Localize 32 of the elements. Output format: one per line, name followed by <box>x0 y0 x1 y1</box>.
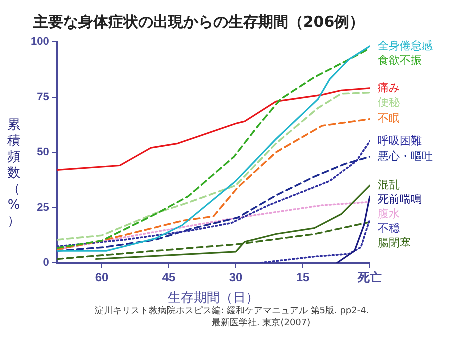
x-tick-label: 死亡 <box>357 270 382 285</box>
series-label: 悪心・嘔吐 <box>377 150 433 163</box>
x-tick-label: 60 <box>95 270 110 285</box>
line-series <box>57 156 370 252</box>
series-label: 不穏 <box>378 222 400 236</box>
text: 最新医学社. 東京(2007) <box>212 317 311 328</box>
line-series <box>57 140 370 248</box>
line-series <box>57 92 370 241</box>
series-label: 呼吸困難 <box>378 134 422 148</box>
y-tick-label: 50 <box>37 146 50 159</box>
line-series <box>57 118 370 251</box>
x-axis-title: 生存期間（日） <box>168 290 260 305</box>
y-axis-title: 累積頻数（%） <box>6 118 22 230</box>
text: 淀川キリスト教病院ホスピス編: 緩和ケアマニュアル 第5版. pp2-4. <box>95 305 370 316</box>
series-label: 死前喘鳴 <box>378 193 422 206</box>
y-tick-label: 0 <box>43 257 50 270</box>
series-label: 全身倦怠感 <box>378 39 433 52</box>
x-tick-label: 30 <box>229 270 244 285</box>
series-label: 腸閉塞 <box>378 236 411 250</box>
x-tick-label: 45 <box>162 270 176 285</box>
x-tick-label: 15 <box>296 270 310 285</box>
y-tick-label: 100 <box>30 36 50 48</box>
series-label: 食欲不振 <box>378 54 422 67</box>
series-label: 腹水 <box>378 208 400 221</box>
y-tick-label: 75 <box>37 91 50 104</box>
series-label: 不眠 <box>378 112 400 126</box>
series-label: 混乱 <box>378 178 400 192</box>
series-label: 便秘 <box>378 96 400 109</box>
y-tick-label: 25 <box>37 202 50 214</box>
chart-title: 主要な身体症状の出現からの生存期間（206例） <box>32 12 365 31</box>
line-series <box>260 218 370 263</box>
series-label: 痛み <box>378 81 400 94</box>
